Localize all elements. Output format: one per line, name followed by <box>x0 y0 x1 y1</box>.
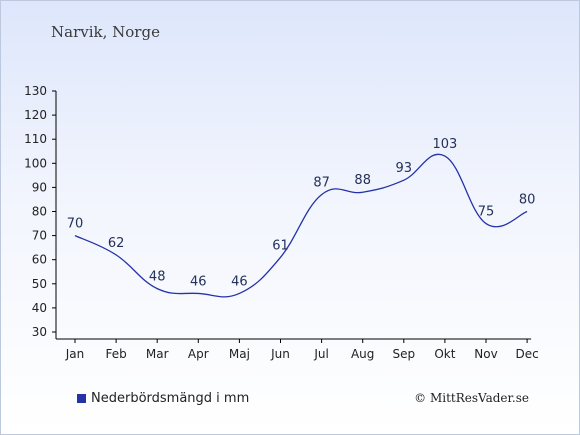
x-tick-label: Mar <box>146 347 169 361</box>
data-label: 46 <box>190 274 207 289</box>
data-label: 87 <box>313 176 330 191</box>
legend: Nederbördsmängd i mm <box>77 391 249 406</box>
y-tick-label: 30 <box>32 325 47 339</box>
y-tick-label: 90 <box>32 180 47 194</box>
x-tick-label: Aug <box>351 347 374 361</box>
y-tick-label: 80 <box>32 205 47 219</box>
y-tick-label: 130 <box>24 84 47 98</box>
data-label: 62 <box>108 236 125 251</box>
data-label: 46 <box>231 274 248 289</box>
y-tick-label: 40 <box>32 301 47 315</box>
copyright-credit: © MittResVader.se <box>414 391 529 405</box>
data-label: 61 <box>272 238 289 253</box>
data-label: 88 <box>354 173 371 188</box>
data-label: 80 <box>519 193 536 208</box>
y-tick-label: 100 <box>24 156 47 170</box>
data-label: 75 <box>478 205 495 220</box>
y-tick-label: 50 <box>32 277 47 291</box>
x-tick-label: Feb <box>105 347 126 361</box>
x-tick-label: Nov <box>474 347 497 361</box>
x-tick-label: Jul <box>313 347 328 361</box>
y-tick-label: 120 <box>24 108 47 122</box>
x-tick-label: Jun <box>270 347 290 361</box>
x-tick-label: Apr <box>188 347 209 361</box>
data-label: 103 <box>432 137 457 152</box>
data-label: 48 <box>149 270 166 285</box>
x-tick-label: Jan <box>65 347 85 361</box>
x-tick-label: Sep <box>392 347 415 361</box>
data-label: 70 <box>67 217 84 232</box>
y-tick-label: 60 <box>32 253 47 267</box>
y-tick-label: 110 <box>24 132 47 146</box>
data-label: 93 <box>396 161 413 176</box>
x-tick-label: Maj <box>229 347 250 361</box>
legend-label: Nederbördsmängd i mm <box>91 391 250 406</box>
chart-title: Narvik, Norge <box>51 23 160 41</box>
series-line <box>74 153 528 298</box>
y-tick-label: 70 <box>32 229 47 243</box>
x-tick-label: Okt <box>434 347 455 361</box>
legend-swatch <box>77 394 86 403</box>
x-tick-label: Dec <box>515 347 538 361</box>
